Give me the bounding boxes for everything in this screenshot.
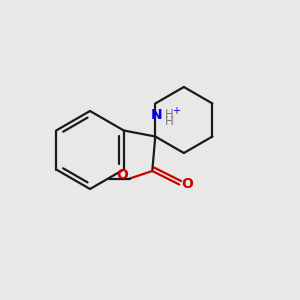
Text: H: H	[164, 115, 173, 128]
Text: O: O	[182, 177, 194, 190]
Text: +: +	[172, 106, 180, 116]
Text: O: O	[116, 168, 128, 182]
Text: H: H	[164, 108, 173, 121]
Text: N: N	[151, 108, 163, 122]
